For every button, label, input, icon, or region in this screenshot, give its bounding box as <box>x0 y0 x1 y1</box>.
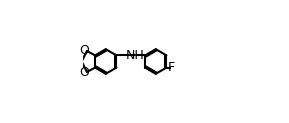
Text: NH: NH <box>126 49 145 62</box>
Text: O: O <box>79 66 89 79</box>
Text: O: O <box>79 44 89 57</box>
Text: F: F <box>168 61 175 74</box>
